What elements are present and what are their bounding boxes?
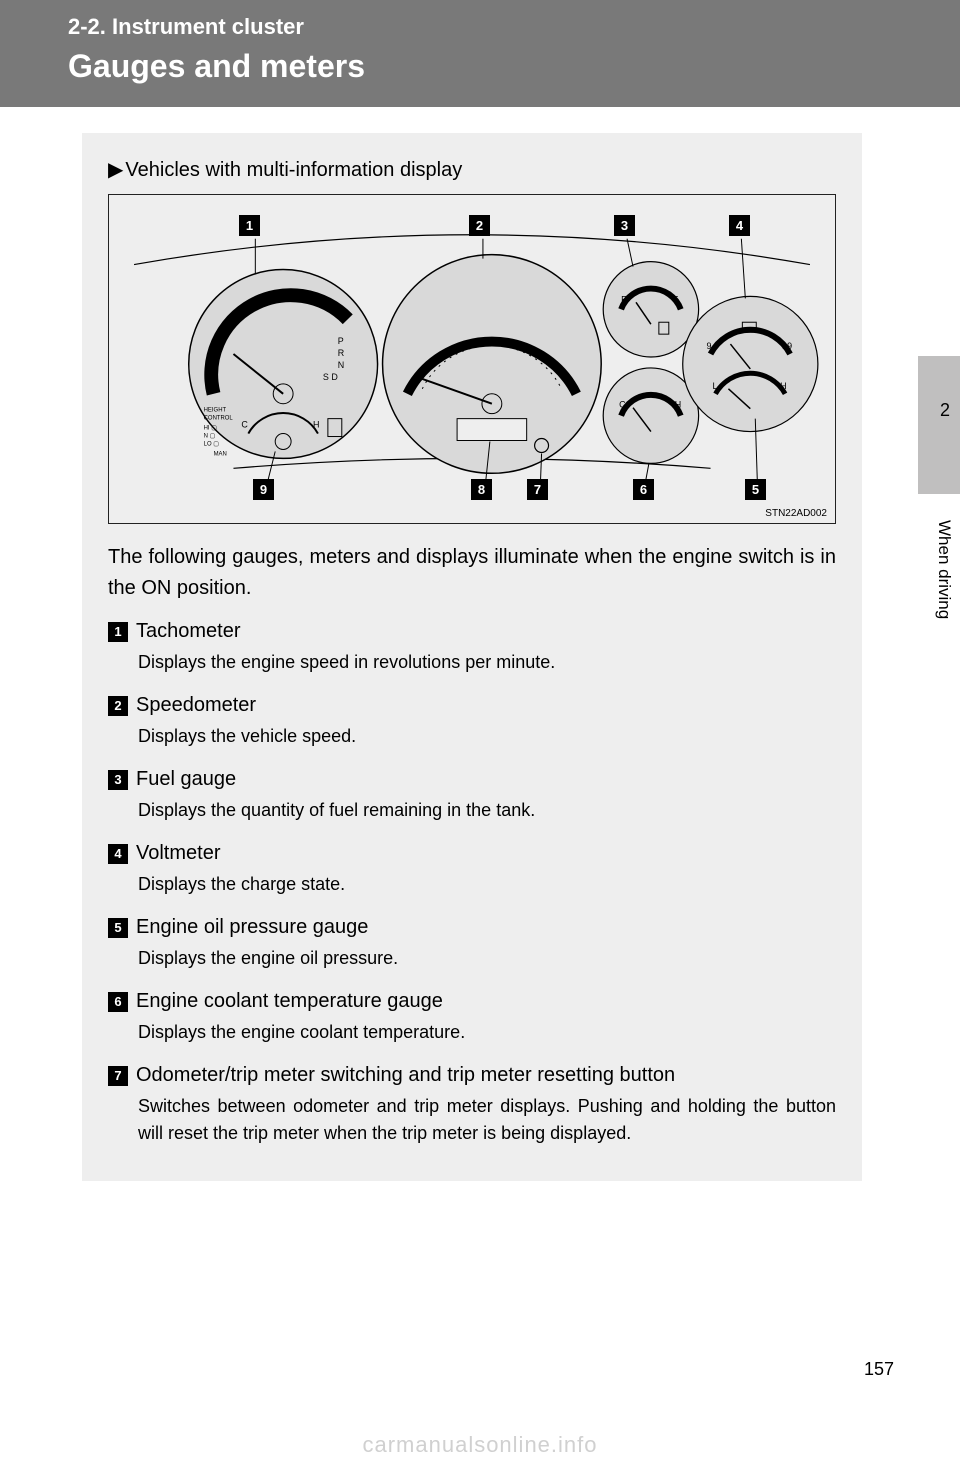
section-number: 2-2. Instrument cluster xyxy=(68,14,960,40)
svg-text:H: H xyxy=(780,381,786,391)
page-number: 157 xyxy=(864,1359,894,1380)
item-number: 2 xyxy=(108,696,128,716)
svg-text:F: F xyxy=(673,294,679,304)
svg-text:C: C xyxy=(241,420,248,430)
item-2: 2 Speedometer Displays the vehicle speed… xyxy=(108,694,836,750)
item-title: Voltmeter xyxy=(136,842,220,865)
item-number: 7 xyxy=(108,1066,128,1086)
item-desc: Displays the charge state. xyxy=(138,871,836,898)
page-title: Gauges and meters xyxy=(68,48,960,85)
item-number: 1 xyxy=(108,622,128,642)
content-panel: ▶Vehicles with multi-information display… xyxy=(82,133,862,1181)
callout-4: 4 xyxy=(729,215,750,236)
item-6: 6 Engine coolant temperature gauge Displ… xyxy=(108,990,836,1046)
callout-9: 9 xyxy=(253,479,274,500)
chapter-tab xyxy=(918,356,960,494)
item-7: 7 Odometer/trip meter switching and trip… xyxy=(108,1064,836,1147)
callout-6: 6 xyxy=(633,479,654,500)
item-title: Speedometer xyxy=(136,694,256,717)
svg-text:L: L xyxy=(713,381,718,391)
item-desc: Displays the engine coolant temperature. xyxy=(138,1019,836,1046)
item-desc: Displays the engine speed in revolutions… xyxy=(138,649,836,676)
callout-1: 1 xyxy=(239,215,260,236)
instrument-diagram: 1 2 3 4 9 8 7 6 5 P R N S D HEIGHT CONTR… xyxy=(108,194,836,524)
item-number: 4 xyxy=(108,844,128,864)
svg-text:9: 9 xyxy=(707,341,712,351)
gauges-svg: P R N S D HEIGHT CONTROL HI ▢ N ▢ LO ▢ M… xyxy=(109,195,835,523)
item-4: 4 Voltmeter Displays the charge state. xyxy=(108,842,836,898)
svg-text:19: 19 xyxy=(782,341,792,351)
arrow-icon: ▶ xyxy=(108,159,123,181)
callout-2: 2 xyxy=(469,215,490,236)
svg-text:R: R xyxy=(338,348,345,358)
item-number: 6 xyxy=(108,992,128,1012)
lead-text: The following gauges, meters and display… xyxy=(108,542,836,604)
variant-heading: ▶Vehicles with multi-information display xyxy=(108,157,836,182)
item-number: 3 xyxy=(108,770,128,790)
item-title: Odometer/trip meter switching and trip m… xyxy=(136,1064,675,1087)
item-desc: Displays the engine oil pressure. xyxy=(138,945,836,972)
chapter-number: 2 xyxy=(940,400,950,421)
item-3: 3 Fuel gauge Displays the quantity of fu… xyxy=(108,768,836,824)
svg-text:C: C xyxy=(619,400,626,410)
item-number: 5 xyxy=(108,918,128,938)
item-desc: Displays the vehicle speed. xyxy=(138,723,836,750)
item-title: Tachometer xyxy=(136,620,241,643)
item-title: Engine coolant temperature gauge xyxy=(136,990,443,1013)
svg-text:HI ▢: HI ▢ xyxy=(204,426,218,432)
item-desc: Switches between odometer and trip meter… xyxy=(138,1093,836,1147)
callout-5: 5 xyxy=(745,479,766,500)
page-header: 2-2. Instrument cluster Gauges and meter… xyxy=(0,0,960,107)
item-title: Engine oil pressure gauge xyxy=(136,916,368,939)
callout-3: 3 xyxy=(614,215,635,236)
svg-text:CONTROL: CONTROL xyxy=(204,416,234,422)
svg-text:LO ▢: LO ▢ xyxy=(204,441,220,447)
callout-7: 7 xyxy=(527,479,548,500)
svg-text:P: P xyxy=(338,336,344,346)
item-1: 1 Tachometer Displays the engine speed i… xyxy=(108,620,836,676)
svg-text:E: E xyxy=(621,294,627,304)
svg-text:S D: S D xyxy=(323,372,338,382)
watermark: carmanualsonline.info xyxy=(362,1432,597,1458)
item-title: Fuel gauge xyxy=(136,768,236,791)
figure-code: STN22AD002 xyxy=(765,508,827,519)
callout-8: 8 xyxy=(471,479,492,500)
svg-text:MAN: MAN xyxy=(214,451,227,457)
svg-text:N ▢: N ▢ xyxy=(204,434,216,440)
item-desc: Displays the quantity of fuel remaining … xyxy=(138,797,836,824)
svg-text:HEIGHT: HEIGHT xyxy=(204,408,227,414)
item-5: 5 Engine oil pressure gauge Displays the… xyxy=(108,916,836,972)
svg-text:N: N xyxy=(338,360,344,370)
chapter-label: When driving xyxy=(934,520,954,619)
svg-text:H: H xyxy=(675,400,681,410)
